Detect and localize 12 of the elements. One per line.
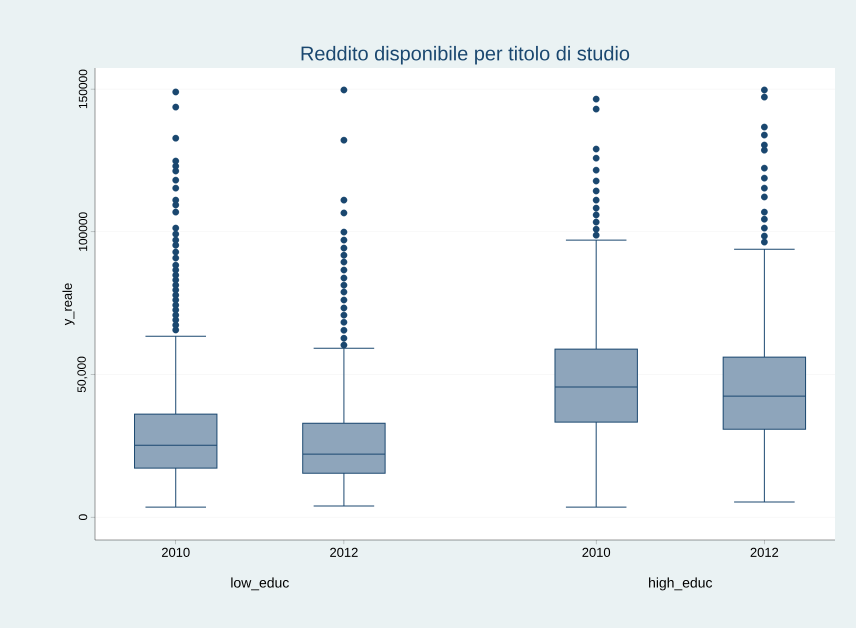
x-tick-label: 2010: [162, 548, 190, 557]
y-tick-label: 0: [78, 514, 88, 520]
text: high_educ: [649, 577, 712, 590]
chart-title: Reddito disponibile per titolo di studio: [302, 46, 630, 64]
y-tick-label: 150000: [78, 70, 88, 108]
x-tick-label: 2010: [582, 548, 610, 557]
text: low_educ: [231, 577, 289, 590]
y-tick-label: 50,000: [77, 356, 88, 392]
x-tick-label: 2012: [750, 548, 778, 557]
x-tick-label: 2012: [330, 548, 358, 557]
y-tick-label: 100000: [78, 212, 88, 251]
y-axis-title: y_reale: [62, 283, 74, 326]
